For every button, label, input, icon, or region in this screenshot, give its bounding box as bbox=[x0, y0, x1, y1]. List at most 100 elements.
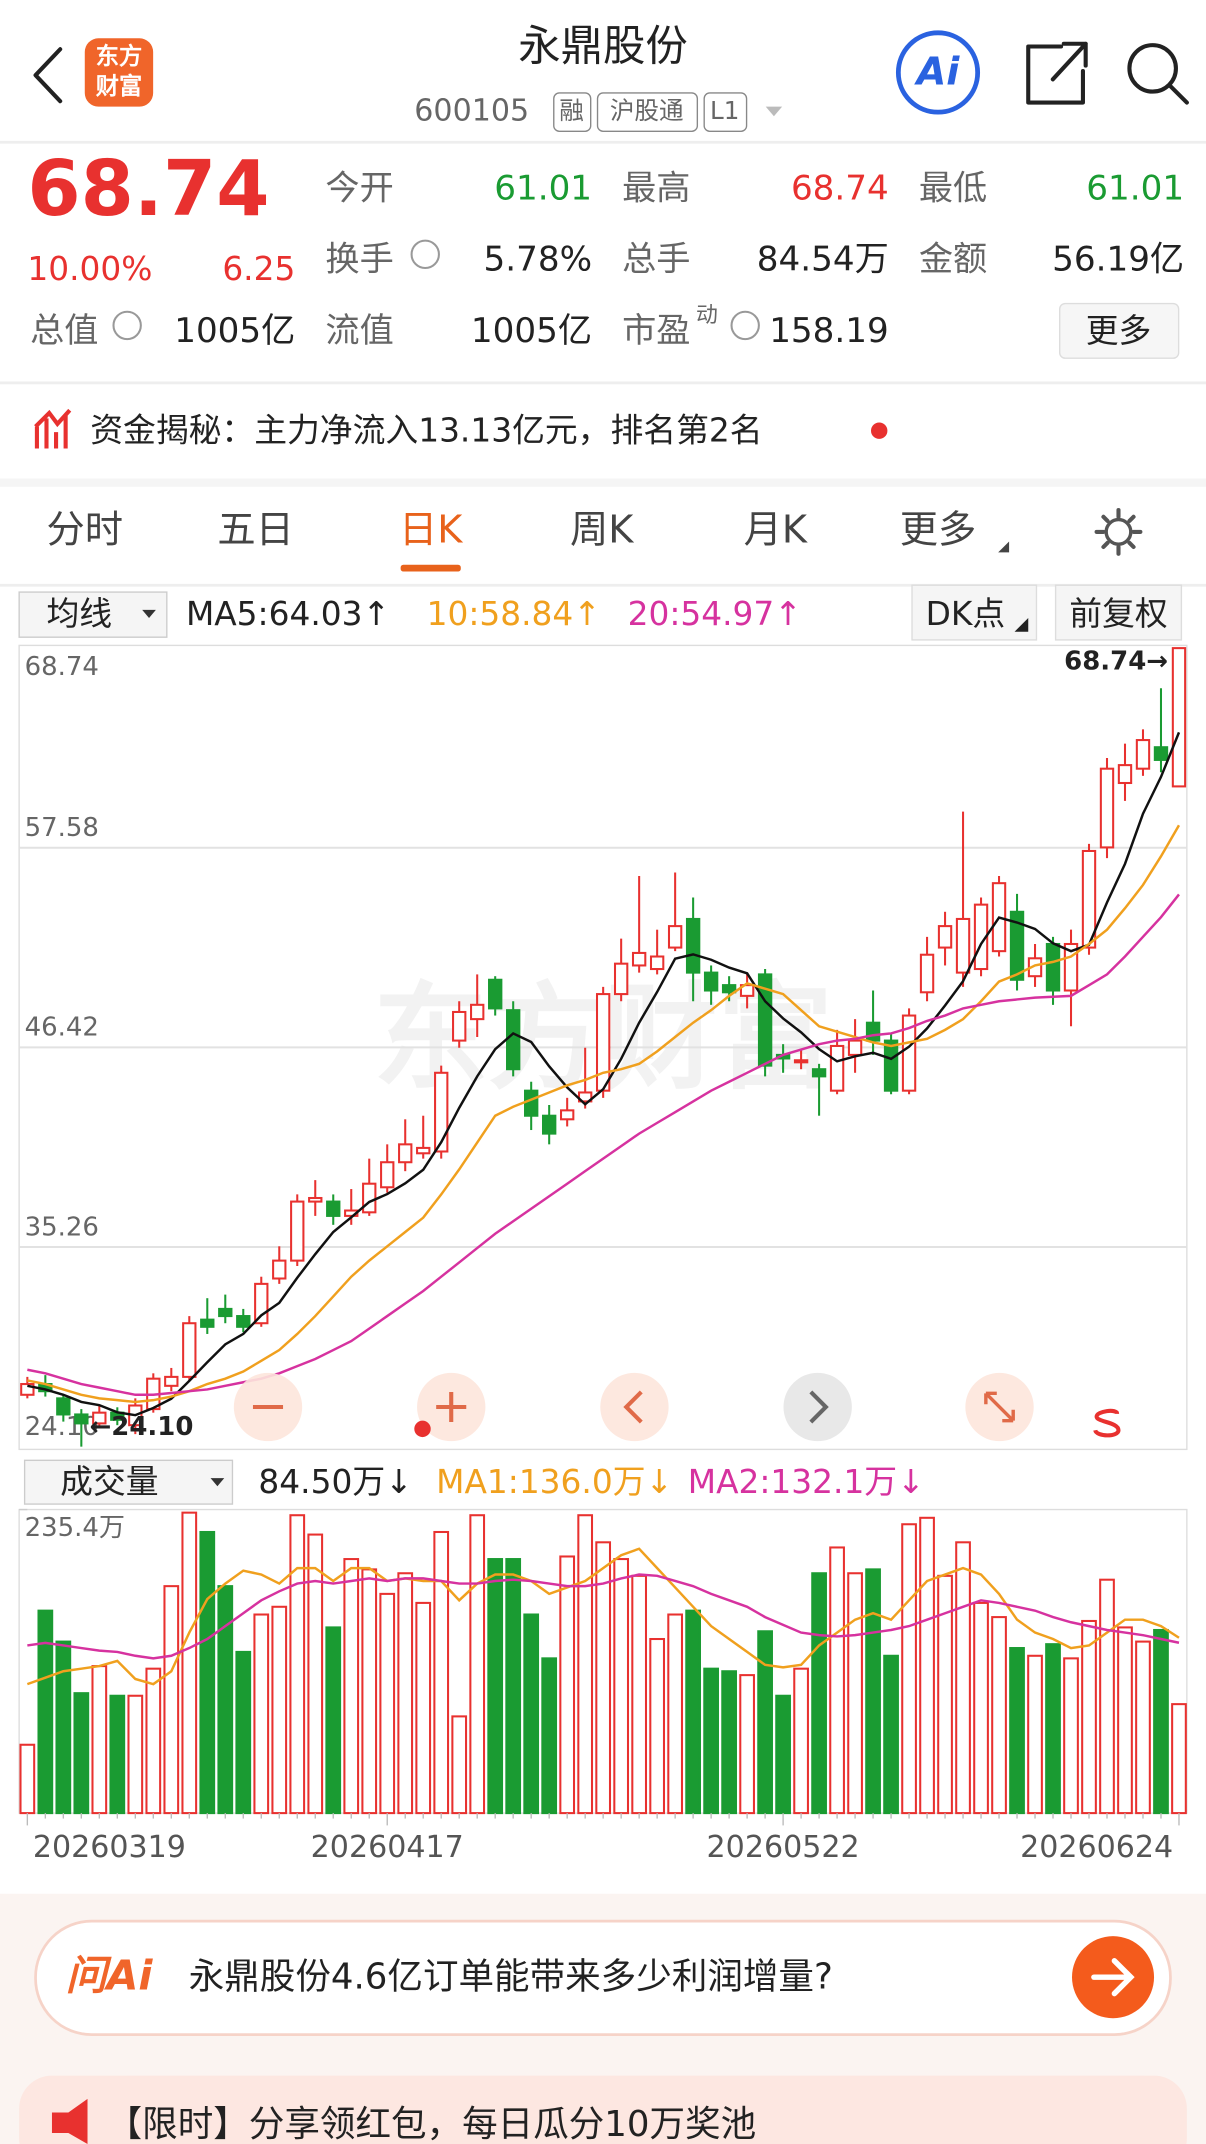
volume-bar bbox=[865, 1568, 881, 1815]
tab-indicator bbox=[400, 564, 461, 572]
volume-bar bbox=[469, 1514, 486, 1815]
candle-body bbox=[1171, 647, 1187, 788]
candle-body bbox=[164, 1375, 179, 1387]
dropdown-arrow bbox=[142, 609, 156, 619]
volume-bar bbox=[217, 1585, 234, 1815]
volume-bar bbox=[703, 1667, 719, 1815]
right-button[interactable] bbox=[783, 1372, 852, 1442]
info-icon[interactable] bbox=[112, 310, 142, 341]
volume-bar bbox=[973, 1601, 989, 1815]
price-annotation: 68.74→ bbox=[1064, 646, 1168, 676]
field-label: 今开 bbox=[325, 169, 393, 209]
candle-body bbox=[631, 951, 647, 967]
tab[interactable]: 月K bbox=[744, 507, 808, 552]
volume-bar bbox=[55, 1640, 72, 1815]
ma-label: MA1:136.0万↓ bbox=[436, 1463, 673, 1501]
back-button[interactable] bbox=[33, 47, 63, 104]
kline-chart: MA5:64.03↑ 10:58.84↑ 20:54.97↑24.1035.2646… bbox=[19, 595, 1187, 1447]
adjust-button[interactable] bbox=[1054, 584, 1183, 641]
ma-label: MA5:64.03↑ bbox=[186, 595, 390, 633]
right-icon bbox=[809, 1390, 829, 1424]
candle-body bbox=[1099, 767, 1115, 849]
candle-body bbox=[793, 1059, 809, 1064]
last-price: 68.74 bbox=[27, 145, 269, 234]
ai-button[interactable] bbox=[895, 30, 981, 115]
ask-bar[interactable] bbox=[34, 1919, 1172, 2036]
candle-body bbox=[272, 1259, 287, 1280]
fullscreen-icon bbox=[984, 1391, 1015, 1423]
section-gap bbox=[0, 478, 1206, 487]
info-icon[interactable] bbox=[410, 239, 440, 270]
field-label: 市盈 bbox=[622, 311, 690, 351]
candle-body bbox=[1153, 746, 1169, 761]
volume-bar bbox=[109, 1694, 126, 1815]
zoom-in-icon bbox=[436, 1391, 467, 1423]
y-tick-label: 46.42 bbox=[25, 1013, 99, 1043]
tag-box bbox=[553, 92, 592, 132]
promo-text: 【限时】分享领红包，每日瓜分10万奖池 bbox=[107, 2104, 757, 2144]
field-label: 金额 bbox=[919, 240, 987, 280]
settings-gear bbox=[1094, 507, 1143, 556]
more-arrow bbox=[998, 541, 1010, 553]
volume-bar bbox=[1099, 1578, 1115, 1815]
tab[interactable]: 日K bbox=[399, 507, 463, 552]
tab[interactable]: 更多 bbox=[900, 507, 977, 552]
volume-bar bbox=[307, 1533, 324, 1815]
tag-box bbox=[596, 92, 699, 132]
volume-bar bbox=[541, 1657, 558, 1815]
field-value: 1005亿 bbox=[174, 311, 295, 351]
candle-body bbox=[1081, 849, 1097, 949]
volume-bar bbox=[1153, 1628, 1169, 1815]
volume-bar bbox=[901, 1523, 917, 1815]
ask-question: 永鼎股份4.6亿订单能带来多少利润增量? bbox=[189, 1957, 833, 1998]
arrow-icon bbox=[1091, 1958, 1135, 1997]
volume-bar bbox=[1063, 1657, 1079, 1815]
search-button[interactable] bbox=[1127, 43, 1178, 94]
volume-bar bbox=[685, 1609, 701, 1815]
info-icon[interactable] bbox=[730, 310, 760, 341]
tab[interactable]: 分时 bbox=[47, 507, 124, 552]
candle-body bbox=[290, 1200, 305, 1262]
volume-bar bbox=[991, 1616, 1007, 1815]
promo-bar[interactable] bbox=[19, 2075, 1187, 2144]
dropdown-arrow bbox=[210, 1478, 225, 1487]
search-handle bbox=[1168, 84, 1189, 105]
field-value: 61.01 bbox=[1086, 169, 1184, 209]
tab[interactable]: 周K bbox=[570, 507, 634, 552]
volume-bar bbox=[289, 1514, 306, 1815]
candle-body bbox=[20, 1383, 35, 1396]
change-percent: 10.00% bbox=[27, 250, 152, 288]
app-logo[interactable] bbox=[84, 38, 154, 107]
candle-body bbox=[434, 1071, 449, 1153]
indicator-select[interactable] bbox=[23, 1459, 234, 1505]
share-button[interactable] bbox=[1026, 41, 1088, 105]
candle-body bbox=[739, 984, 755, 997]
volume-bar bbox=[271, 1605, 288, 1815]
candle-body bbox=[955, 917, 971, 974]
tab[interactable]: 五日 bbox=[217, 507, 294, 552]
field-value: 61.01 bbox=[494, 169, 592, 209]
volume-bar bbox=[919, 1516, 935, 1815]
fund-banner[interactable]: 资金揭秘：主力净流入13.13亿元，排名第2名 bbox=[90, 412, 762, 450]
period-tabs: 分时 五日 日K 周K 月K 更多 bbox=[47, 507, 1010, 572]
settings-button[interactable] bbox=[1104, 517, 1133, 546]
more-button-text: 更多 bbox=[1086, 312, 1152, 350]
field-label: 最低 bbox=[919, 169, 987, 209]
indicator-select[interactable] bbox=[18, 591, 168, 638]
y-tick-label: 235.4万 bbox=[25, 1513, 125, 1543]
volume-bar bbox=[955, 1541, 971, 1815]
volume-bar bbox=[235, 1650, 252, 1815]
marker-dot bbox=[414, 1420, 431, 1438]
dropdown-arrow[interactable] bbox=[765, 106, 783, 117]
price-annotation: ←24.10 bbox=[90, 1412, 194, 1442]
chart-controls bbox=[233, 1372, 1121, 1442]
volume-bar bbox=[649, 1637, 666, 1815]
more-button[interactable] bbox=[1059, 302, 1180, 359]
candle-body bbox=[937, 925, 953, 949]
ma-line bbox=[27, 893, 1180, 1397]
left-button[interactable] bbox=[600, 1372, 669, 1442]
stock-code: 600105 bbox=[414, 94, 529, 129]
candle-body bbox=[829, 1044, 845, 1092]
x-tick-label: 20260319 bbox=[33, 1830, 186, 1865]
volume-bar bbox=[487, 1558, 504, 1815]
